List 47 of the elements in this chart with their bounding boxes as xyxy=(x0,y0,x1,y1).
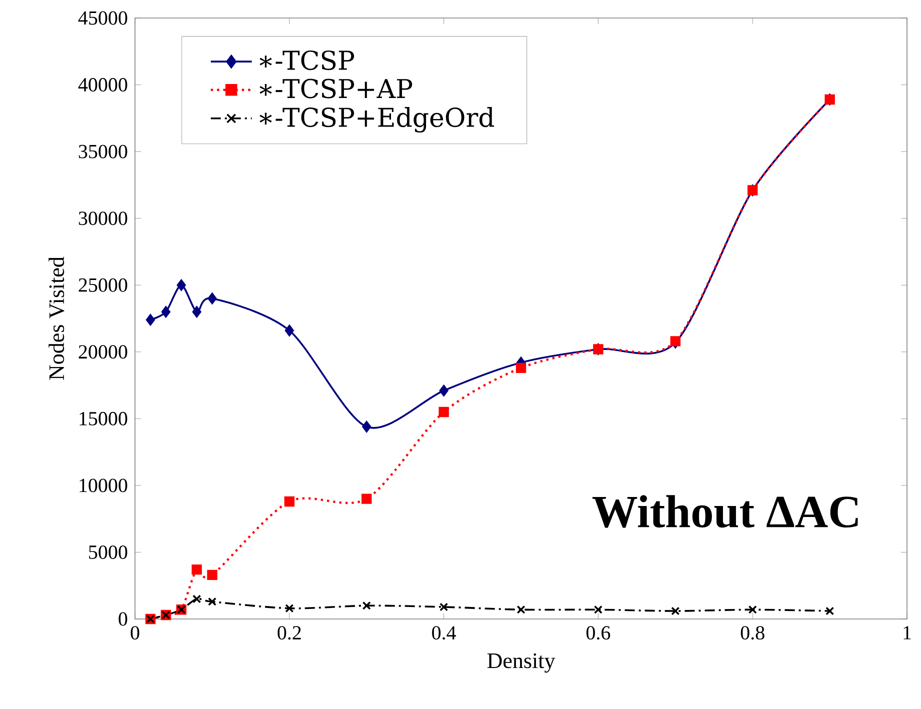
point xyxy=(161,306,170,318)
point xyxy=(440,602,448,612)
y-tick-label: 30000 xyxy=(78,212,128,226)
x-tick-label: 0 xyxy=(130,626,140,640)
point xyxy=(208,597,216,606)
y-tick-label: 5000 xyxy=(89,545,128,559)
point xyxy=(285,604,294,613)
y-tick-label: 25000 xyxy=(78,278,128,292)
point xyxy=(748,605,757,614)
y-tick-label: 45000 xyxy=(78,11,128,25)
point xyxy=(146,314,155,326)
point xyxy=(362,494,372,504)
point xyxy=(594,605,602,614)
legend-label: ∗-TCSP+EdgeOrd xyxy=(260,107,494,133)
annotation: Without ΔAC xyxy=(592,495,858,528)
y-tick-label: 0 xyxy=(118,612,128,626)
y-tick-label: 20000 xyxy=(78,345,128,359)
point xyxy=(516,605,526,614)
x-axis-title: Density xyxy=(487,653,556,673)
legend-label: ∗-TCSP+AP xyxy=(260,78,412,98)
y-tick-label: 15000 xyxy=(80,412,128,426)
point xyxy=(362,601,371,610)
point xyxy=(826,606,834,616)
point xyxy=(516,362,526,374)
point xyxy=(438,406,449,418)
point xyxy=(192,564,202,575)
x-tick-label: 1 xyxy=(904,626,911,640)
point xyxy=(670,336,680,346)
point xyxy=(284,496,294,507)
point xyxy=(207,570,218,580)
point xyxy=(284,324,294,336)
point xyxy=(192,306,202,318)
point xyxy=(192,594,202,604)
point xyxy=(176,279,186,291)
point xyxy=(362,420,372,432)
x-tick-label: 0.2 xyxy=(278,626,301,640)
y-tick-label: 10000 xyxy=(80,478,128,492)
point xyxy=(208,292,217,304)
x-tick-label: 0.8 xyxy=(740,626,764,640)
y-axis-title: Nodes Visited xyxy=(48,256,64,380)
legend-label: ∗-TCSP xyxy=(260,50,354,70)
point xyxy=(671,606,680,616)
x-tick-label: 0.4 xyxy=(432,626,456,640)
point xyxy=(439,384,448,396)
y-tick-label: 40000 xyxy=(78,78,128,92)
x-tick-label: 0.6 xyxy=(586,626,610,640)
y-tick-label: 35000 xyxy=(78,144,128,158)
